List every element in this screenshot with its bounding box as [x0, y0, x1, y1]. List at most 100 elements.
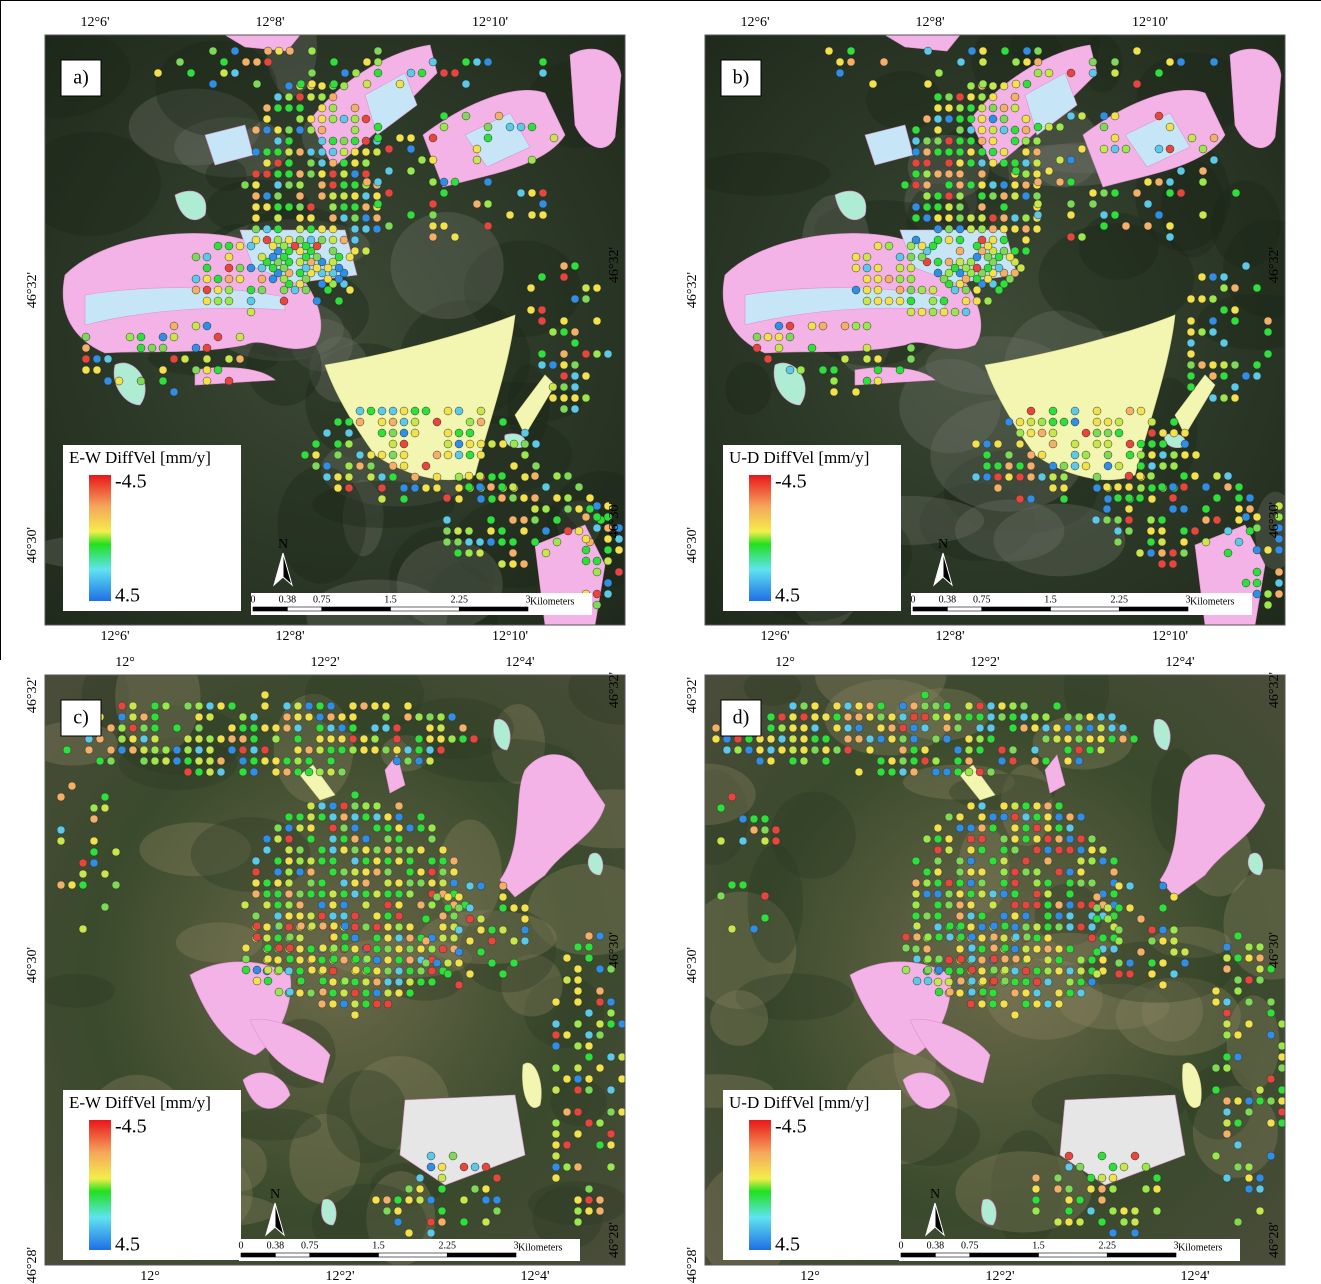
measurement-point [428, 835, 436, 843]
measurement-point [351, 945, 359, 953]
measurement-point [739, 881, 747, 889]
measurement-point [362, 115, 370, 123]
measurement-point [285, 879, 293, 887]
measurement-point [989, 813, 997, 821]
measurement-point [269, 275, 277, 283]
measurement-point [910, 746, 918, 754]
measurement-point [351, 192, 359, 200]
measurement-point [552, 1064, 560, 1072]
measurement-point [296, 912, 304, 920]
measurement-point [374, 123, 382, 131]
measurement-point [976, 724, 984, 732]
measurement-point [1137, 915, 1145, 923]
measurement-point [499, 882, 507, 890]
measurement-point [945, 258, 953, 266]
measurement-point [951, 264, 959, 272]
measurement-point [521, 451, 529, 459]
measurement-point [384, 879, 392, 887]
measurement-point [351, 857, 359, 865]
measurement-point [1071, 462, 1079, 470]
measurement-point [319, 922, 327, 930]
measurement-point [956, 813, 964, 821]
measurement-point [394, 1196, 402, 1204]
measurement-point [1209, 394, 1217, 402]
measurement-point [417, 978, 425, 986]
measurement-point [285, 148, 293, 156]
measurement-point [1137, 948, 1145, 956]
measurement-point [956, 192, 964, 200]
measurement-point [274, 857, 282, 865]
measurement-point [406, 824, 414, 832]
measurement-point [362, 868, 370, 876]
measurement-point [319, 966, 327, 974]
measurement-point [923, 912, 931, 920]
measurement-point [466, 937, 474, 945]
measurement-point [1212, 987, 1220, 995]
measurement-point [956, 148, 964, 156]
measurement-point [1220, 339, 1228, 347]
measurement-point [808, 322, 816, 330]
measurement-point [509, 538, 517, 546]
measurement-point [1103, 516, 1111, 524]
measurement-point [488, 495, 496, 503]
measurement-point [493, 1207, 501, 1215]
measurement-point [272, 757, 280, 765]
measurement-point [531, 538, 539, 546]
measurement-point [912, 159, 920, 167]
measurement-point [989, 148, 997, 156]
measurement-point [1109, 1163, 1117, 1171]
measurement-point [1022, 181, 1030, 189]
measurement-point [316, 768, 324, 776]
measurement-point [574, 1020, 582, 1028]
measurement-point [345, 473, 353, 481]
measurement-point [473, 200, 481, 208]
measurement-point [1000, 857, 1008, 865]
panel-label: a) [73, 67, 89, 89]
measurement-point [1224, 549, 1232, 557]
measurement-point [1170, 926, 1178, 934]
measurement-point [406, 945, 414, 953]
measurement-point [462, 112, 470, 120]
measurement-point [866, 746, 874, 754]
measurement-point [994, 462, 1002, 470]
measurement-point [151, 702, 159, 710]
measurement-point [943, 768, 951, 776]
measurement-point [137, 333, 145, 341]
measurement-point [340, 214, 348, 222]
measurement-point [968, 977, 976, 985]
measurement-point [1055, 967, 1063, 975]
measurement-point [236, 355, 244, 363]
measurement-point [1159, 440, 1167, 448]
measurement-point [499, 440, 507, 448]
measurement-point [1000, 225, 1008, 233]
terrain-patch [690, 152, 830, 196]
measurement-point [582, 350, 590, 358]
measurement-point [404, 702, 412, 710]
measurement-point [967, 923, 975, 931]
measurement-point [593, 557, 601, 565]
measurement-point [400, 484, 408, 492]
measurement-point [274, 181, 282, 189]
legend-title: E-W DiffVel [mm/y] [69, 448, 211, 467]
measurement-point [1044, 934, 1052, 942]
lon-label: 12°10' [472, 15, 508, 30]
measurement-point [329, 912, 337, 920]
measurement-point [313, 297, 321, 305]
measurement-point [428, 824, 436, 832]
measurement-point [1220, 372, 1228, 380]
measurement-point [263, 846, 271, 854]
measurement-point [984, 264, 992, 272]
measurement-point [363, 80, 371, 88]
measurement-point [252, 170, 260, 178]
measurement-point [527, 284, 535, 292]
measurement-point [206, 768, 214, 776]
measurement-point [712, 735, 720, 743]
measurement-point [874, 264, 882, 272]
measurement-point [945, 890, 953, 898]
measurement-point [1119, 735, 1127, 743]
measurement-point [252, 857, 260, 865]
measurement-point [994, 484, 1002, 492]
measurement-point [574, 1163, 582, 1171]
lon-label: 12°4' [1165, 655, 1194, 670]
measurement-point [1213, 494, 1221, 502]
